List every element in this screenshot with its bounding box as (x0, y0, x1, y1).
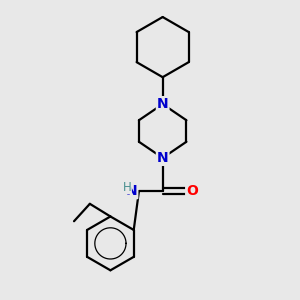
Text: N: N (157, 151, 169, 165)
Text: O: O (186, 184, 198, 198)
Text: N: N (157, 97, 169, 111)
Text: H: H (122, 181, 131, 194)
Text: N: N (126, 184, 137, 198)
